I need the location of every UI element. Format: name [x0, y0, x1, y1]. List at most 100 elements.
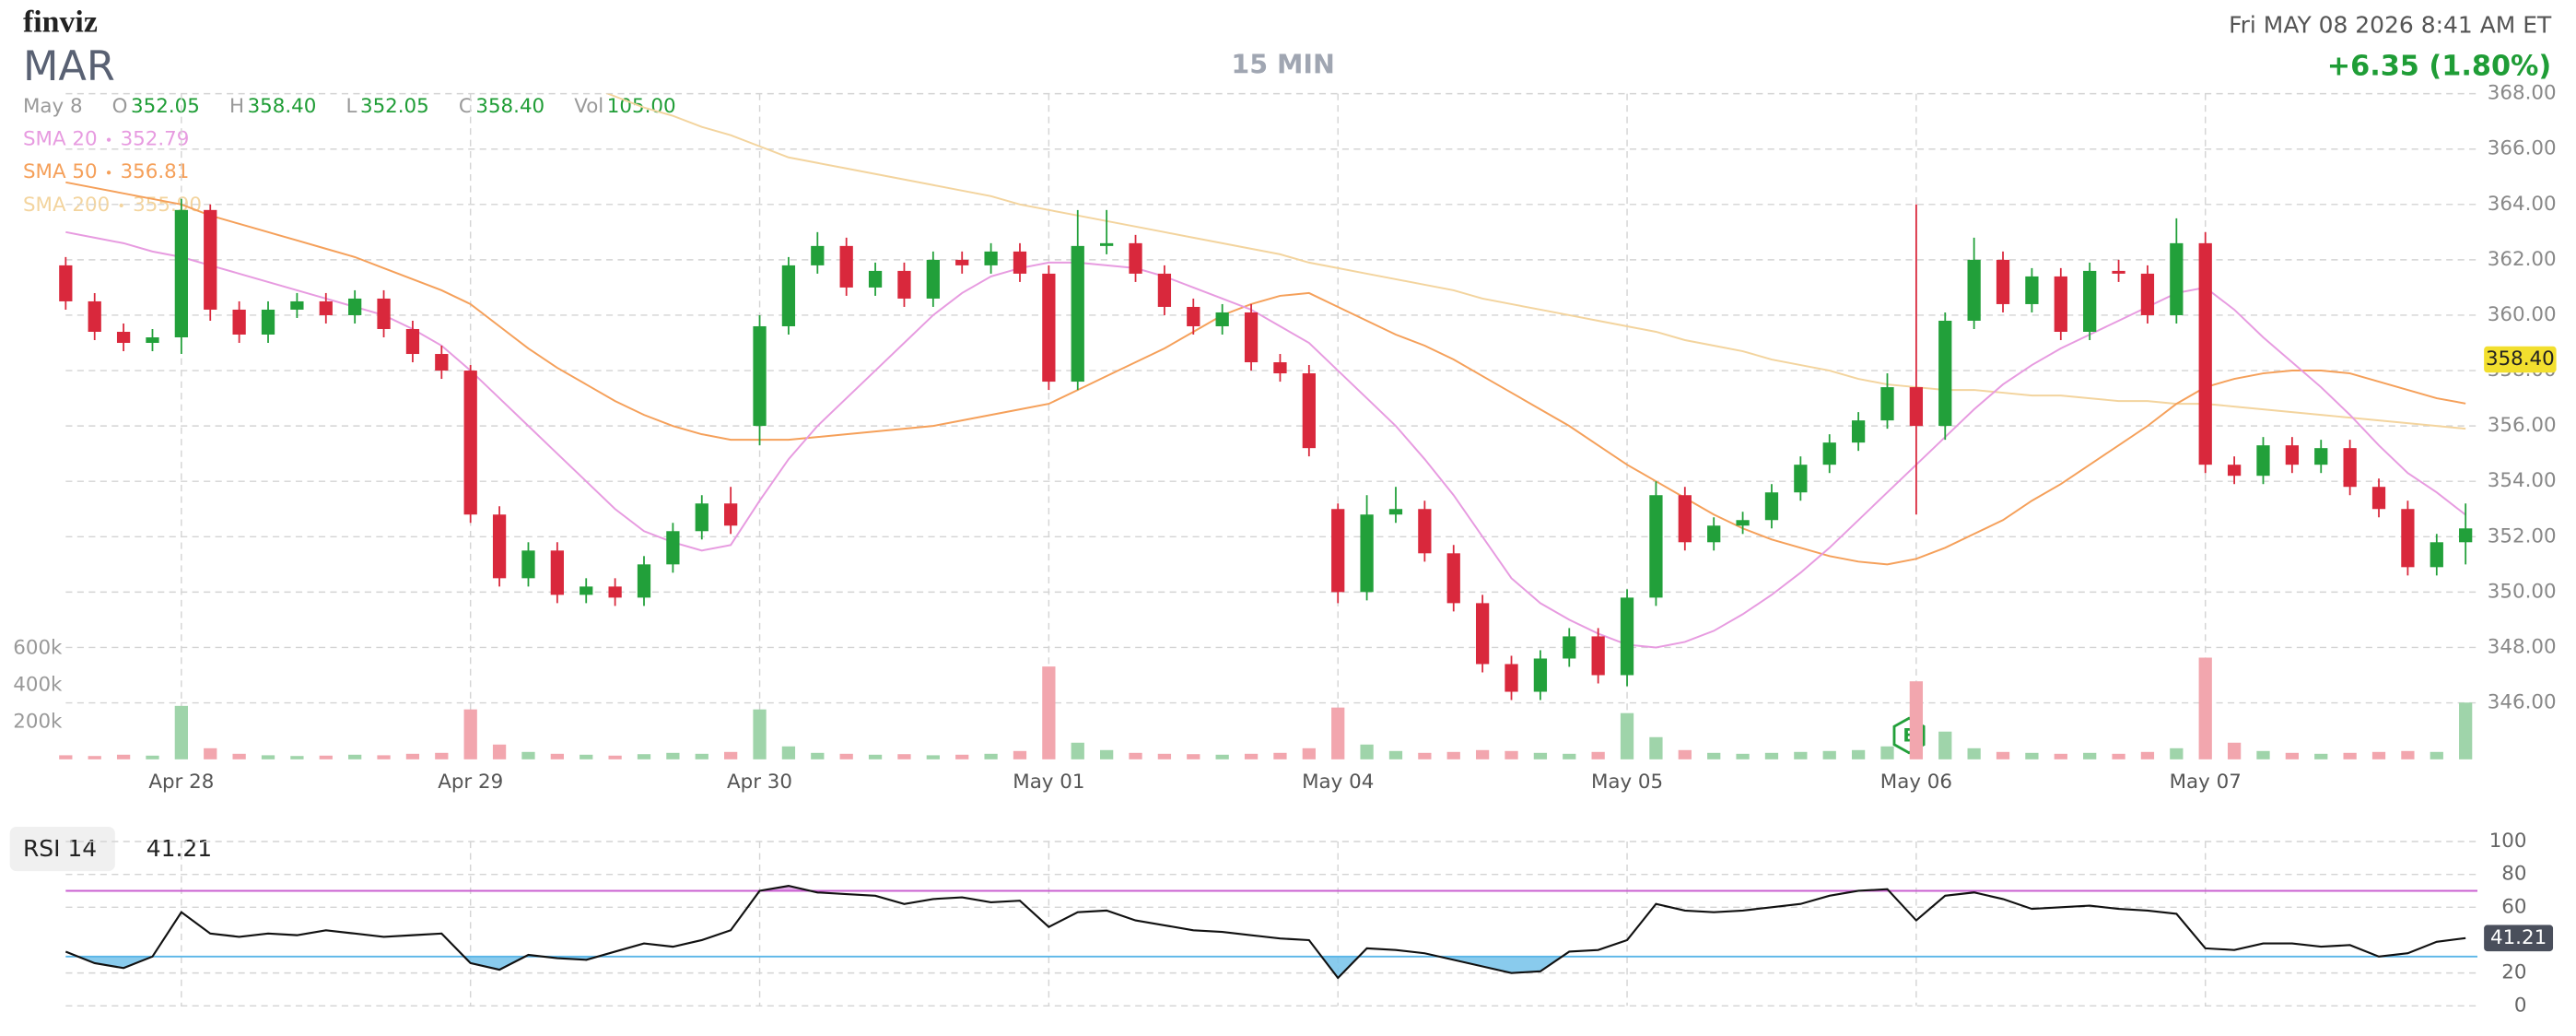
candle-body: [435, 354, 449, 371]
volume-bar: [781, 746, 796, 759]
x-tick-label: May 04: [1302, 771, 1374, 794]
candle-body: [319, 300, 333, 315]
volume-bar: [204, 748, 217, 759]
sma-separator: [106, 137, 111, 142]
volume-bar: [868, 754, 883, 759]
ohlc-row: May 8 O 352.05 H 358.40 L 352.05 C 358.40 Vol 105.…: [23, 95, 676, 118]
rsi-line: [64, 885, 2466, 980]
volume-bar: [580, 754, 593, 759]
candle-body: [695, 503, 708, 532]
candle-body: [1475, 603, 1490, 665]
volume-bar: [1794, 751, 1808, 759]
volume-bar: [2054, 753, 2067, 759]
x-tick-label: Apr 29: [438, 771, 503, 794]
volume-bar: [1505, 750, 1518, 759]
candle-body: [550, 550, 564, 595]
ohlc-value: 358.40: [248, 95, 317, 118]
candle-body: [666, 531, 680, 565]
candle-body: [1591, 636, 1605, 676]
candle-body: [348, 298, 362, 315]
candle-body: [781, 265, 796, 326]
volume-bar: [290, 756, 304, 759]
rsi-tick-label: 0: [2514, 994, 2527, 1017]
volume-bar: [463, 709, 477, 759]
volume-bar: [492, 744, 507, 759]
volume-bar: [88, 756, 101, 759]
volume-bar: [1129, 752, 1142, 759]
interval: 15 MIN: [1231, 49, 1334, 79]
candle-body: [2140, 273, 2155, 315]
volume-bar: [2025, 752, 2039, 759]
candle-body: [2170, 242, 2184, 315]
candle-body: [2025, 276, 2039, 304]
candle-body: [261, 309, 275, 335]
candle-body: [174, 209, 188, 338]
y-tick-label: 362.00: [2488, 248, 2557, 271]
candle-body: [1851, 420, 1866, 443]
volume-bar: [1649, 736, 1663, 759]
volume-bar: [2170, 748, 2184, 759]
candle-body: [1938, 320, 1952, 427]
candle-body: [1794, 465, 1808, 493]
volume-bar: [1591, 751, 1605, 759]
candle-body: [1909, 387, 1924, 427]
candle-body: [1533, 658, 1548, 692]
candle-body: [146, 337, 159, 344]
volume-bar: [1042, 666, 1056, 759]
candle-body: [1620, 597, 1634, 676]
volume-bar: [1938, 731, 1952, 759]
volume-bar: [1013, 750, 1027, 759]
volume-bar: [2285, 752, 2300, 759]
x-tick-label: Apr 28: [148, 771, 214, 794]
candle-body: [1505, 664, 1518, 692]
volume-tick-label: 200k: [13, 711, 63, 734]
candle-body: [897, 270, 911, 299]
volume-bar: [984, 753, 998, 759]
sma-line: [605, 93, 2466, 430]
candle-body: [1187, 306, 1200, 326]
volume-tick-label: 400k: [13, 674, 63, 697]
y-tick-label: 350.00: [2488, 580, 2557, 603]
candle-body: [1822, 442, 1836, 465]
volume-bar: [1302, 748, 1316, 759]
volume-bar: [695, 753, 708, 759]
volume-bar: [1331, 707, 1345, 759]
volume-bar: [261, 755, 275, 759]
candle-body: [1215, 312, 1229, 326]
last-price-tag: [2484, 346, 2557, 373]
candle-body: [88, 300, 101, 332]
candle-body: [405, 328, 420, 355]
candle-body: [2343, 448, 2357, 488]
volume-bar: [1273, 752, 1287, 759]
volume-bar: [1446, 751, 1460, 759]
volume-bar: [1388, 750, 1403, 759]
volume-bar: [59, 755, 73, 759]
candle-body: [1331, 509, 1345, 593]
volume-bar: [811, 752, 825, 759]
sma-separator: [119, 203, 123, 208]
candle-body: [1100, 242, 1114, 246]
volume-bar: [1736, 753, 1750, 759]
volume-bar: [1880, 746, 1894, 759]
volume-bar: [1100, 749, 1114, 759]
volume-bar: [435, 752, 449, 759]
rsi-tick-label: 60: [2501, 895, 2526, 918]
ohlc-key: C: [459, 95, 473, 118]
ohlc-key: O: [112, 95, 128, 118]
y-tick-label: 348.00: [2488, 635, 2557, 658]
y-tick-label: 366.00: [2488, 137, 2557, 160]
candle-body: [1880, 387, 1894, 421]
sma-line: [65, 181, 2466, 566]
volume-bar: [1187, 754, 1200, 759]
volume-bar: [2083, 752, 2097, 759]
x-tick-label: Apr 30: [727, 771, 792, 794]
logo[interactable]: finviz: [23, 6, 98, 40]
volume-bar: [2314, 753, 2328, 759]
candle-body: [1360, 514, 1374, 593]
y-tick-label: 354.00: [2488, 469, 2557, 492]
candle-body: [2227, 465, 2242, 477]
volume-bar: [2343, 752, 2357, 759]
candle-body: [1678, 495, 1692, 543]
y-tick-label: 356.00: [2488, 414, 2557, 437]
y-tick-label: 360.00: [2488, 303, 2557, 326]
